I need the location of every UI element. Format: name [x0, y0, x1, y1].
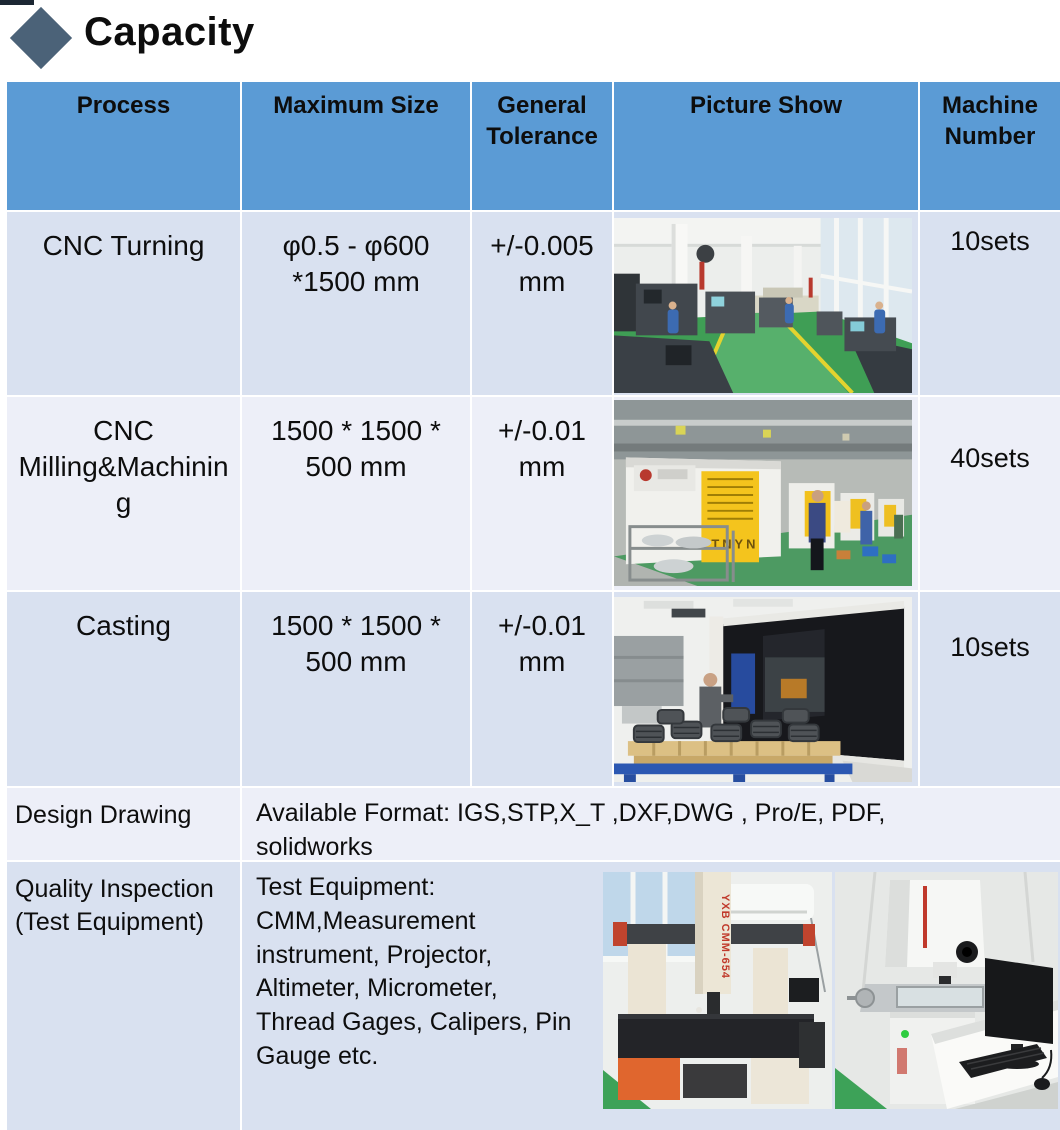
cell-maxsize-casting: 1500 * 1500 * 500 mm	[242, 592, 470, 786]
cell-picture-cnc-milling: TNYN	[614, 397, 918, 590]
cell-process-cnc-milling: CNC Milling&Machining	[7, 397, 240, 590]
cell-maxsize-cnc-turning: φ0.5 - φ600 *1500 mm	[242, 212, 470, 395]
cell-maxsize-cnc-milling: 1500 * 1500 * 500 mm	[242, 397, 470, 590]
corner-strip	[0, 0, 34, 5]
cell-note-design-drawing: Available Format: IGS,STP,X_T ,DXF,DWG ,…	[242, 788, 1060, 860]
cell-tolerance-casting: +/-0.01 mm	[472, 592, 612, 786]
castings	[632, 707, 820, 744]
cmm-machine-photo: YXB CMM-654	[603, 872, 832, 1109]
cnc-milling-photo: TNYN	[614, 400, 912, 586]
header-general-tolerance: General Tolerance	[472, 82, 612, 210]
header-picture-show: Picture Show	[614, 82, 918, 210]
cell-process-quality-inspection: Quality Inspection (Test Equipment)	[7, 862, 240, 1130]
page-title: Capacity	[84, 10, 255, 54]
cell-machines-cnc-turning: 10sets	[920, 212, 1060, 395]
quality-inspection-note: Test Equipment: CMM,Measurement instrume…	[256, 873, 572, 1070]
cell-process-design-drawing: Design Drawing	[7, 788, 240, 860]
cell-tolerance-cnc-turning: +/-0.005 mm	[472, 212, 612, 395]
cnc-turning-factory-photo	[614, 218, 912, 393]
cell-machines-cnc-milling: 40sets	[920, 397, 1060, 590]
cmm-model-label: YXB CMM-654	[719, 894, 731, 979]
cell-quality-inspection-content: Test Equipment: CMM,Measurement instrume…	[242, 862, 1060, 1130]
header-machine-number: Machine Number	[920, 82, 1060, 210]
cell-machines-casting: 10sets	[920, 592, 1060, 786]
cell-picture-cnc-turning	[614, 212, 918, 395]
header-maximum-size: Maximum Size	[242, 82, 470, 210]
cell-process-cnc-turning: CNC Turning	[7, 212, 240, 395]
casting-workshop-photo	[614, 597, 912, 782]
cell-process-casting: Casting	[7, 592, 240, 786]
header-process: Process	[7, 82, 240, 210]
diamond-bullet-icon	[9, 6, 73, 70]
cell-picture-casting	[614, 592, 918, 786]
workers	[667, 303, 886, 334]
cell-tolerance-cnc-milling: +/-0.01 mm	[472, 397, 612, 590]
vision-measuring-machine-photo	[835, 872, 1058, 1109]
